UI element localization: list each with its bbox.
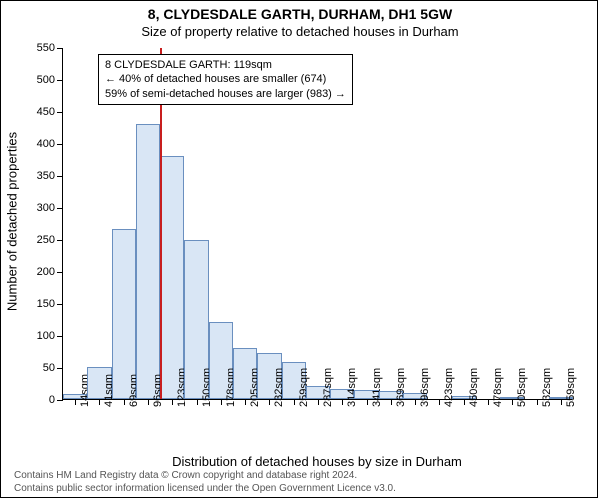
x-tick bbox=[99, 399, 100, 405]
y-tick bbox=[57, 80, 63, 81]
y-tick-label: 500 bbox=[37, 74, 55, 86]
y-tick-label: 300 bbox=[37, 202, 55, 214]
x-tick bbox=[318, 399, 319, 405]
x-tick bbox=[391, 399, 392, 405]
y-axis-label: Number of detached properties bbox=[5, 122, 20, 322]
y-tick-label: 450 bbox=[37, 106, 55, 118]
x-tick bbox=[342, 399, 343, 405]
info-box-line: 8 CLYDESDALE GARTH: 119sqm bbox=[105, 58, 346, 72]
y-tick-label: 350 bbox=[37, 170, 55, 182]
histogram-bar bbox=[160, 156, 184, 399]
x-tick bbox=[294, 399, 295, 405]
y-tick bbox=[57, 48, 63, 49]
x-tick-label: 287sqm bbox=[322, 368, 334, 407]
y-tick-label: 150 bbox=[37, 298, 55, 310]
x-axis-label: Distribution of detached houses by size … bbox=[62, 454, 572, 469]
x-tick bbox=[148, 399, 149, 405]
x-tick bbox=[269, 399, 270, 405]
x-tick-label: 450sqm bbox=[468, 368, 480, 407]
x-tick-label: 314sqm bbox=[346, 368, 358, 407]
y-tick bbox=[57, 176, 63, 177]
x-tick-label: 341sqm bbox=[371, 368, 383, 407]
footer-line-2: Contains public sector information licen… bbox=[14, 483, 396, 496]
x-tick-label: 478sqm bbox=[492, 368, 504, 407]
y-tick-label: 550 bbox=[37, 42, 55, 54]
x-tick-label: 423sqm bbox=[443, 368, 455, 407]
x-tick-label: 396sqm bbox=[419, 368, 431, 407]
plot-area: 05010015020025030035040045050055014sqm41… bbox=[62, 48, 572, 400]
x-tick bbox=[221, 399, 222, 405]
y-tick-label: 100 bbox=[37, 330, 55, 342]
y-tick-label: 0 bbox=[49, 394, 55, 406]
x-tick bbox=[75, 399, 76, 405]
y-tick bbox=[57, 240, 63, 241]
info-box-line: 59% of semi-detached houses are larger (… bbox=[105, 87, 346, 101]
x-tick bbox=[439, 399, 440, 405]
x-tick bbox=[537, 399, 538, 405]
y-tick-label: 400 bbox=[37, 138, 55, 150]
info-annotation-box: 8 CLYDESDALE GARTH: 119sqm← 40% of detac… bbox=[98, 54, 353, 105]
x-tick bbox=[197, 399, 198, 405]
x-tick bbox=[415, 399, 416, 405]
y-tick-label: 200 bbox=[37, 266, 55, 278]
y-tick bbox=[57, 208, 63, 209]
y-tick bbox=[57, 336, 63, 337]
x-tick bbox=[464, 399, 465, 405]
chart-subtitle: Size of property relative to detached ho… bbox=[0, 24, 600, 39]
chart-title: 8, CLYDESDALE GARTH, DURHAM, DH1 5GW bbox=[0, 6, 600, 22]
y-tick bbox=[57, 368, 63, 369]
y-tick bbox=[57, 400, 63, 401]
y-tick bbox=[57, 304, 63, 305]
y-tick-label: 50 bbox=[43, 362, 55, 374]
x-tick bbox=[124, 399, 125, 405]
y-tick bbox=[57, 272, 63, 273]
x-tick bbox=[367, 399, 368, 405]
histogram-bar bbox=[136, 124, 160, 399]
x-tick bbox=[512, 399, 513, 405]
x-tick bbox=[561, 399, 562, 405]
x-tick bbox=[488, 399, 489, 405]
footer-line-1: Contains HM Land Registry data © Crown c… bbox=[14, 470, 396, 483]
x-tick-label: 532sqm bbox=[541, 368, 553, 407]
y-tick bbox=[57, 144, 63, 145]
x-tick-label: 505sqm bbox=[516, 368, 528, 407]
x-tick-label: 369sqm bbox=[395, 368, 407, 407]
footer-attribution: Contains HM Land Registry data © Crown c… bbox=[14, 470, 396, 495]
y-tick-label: 250 bbox=[37, 234, 55, 246]
x-tick-label: 559sqm bbox=[565, 368, 577, 407]
x-tick bbox=[172, 399, 173, 405]
info-box-line: ← 40% of detached houses are smaller (67… bbox=[105, 72, 346, 86]
x-tick bbox=[245, 399, 246, 405]
y-tick bbox=[57, 112, 63, 113]
